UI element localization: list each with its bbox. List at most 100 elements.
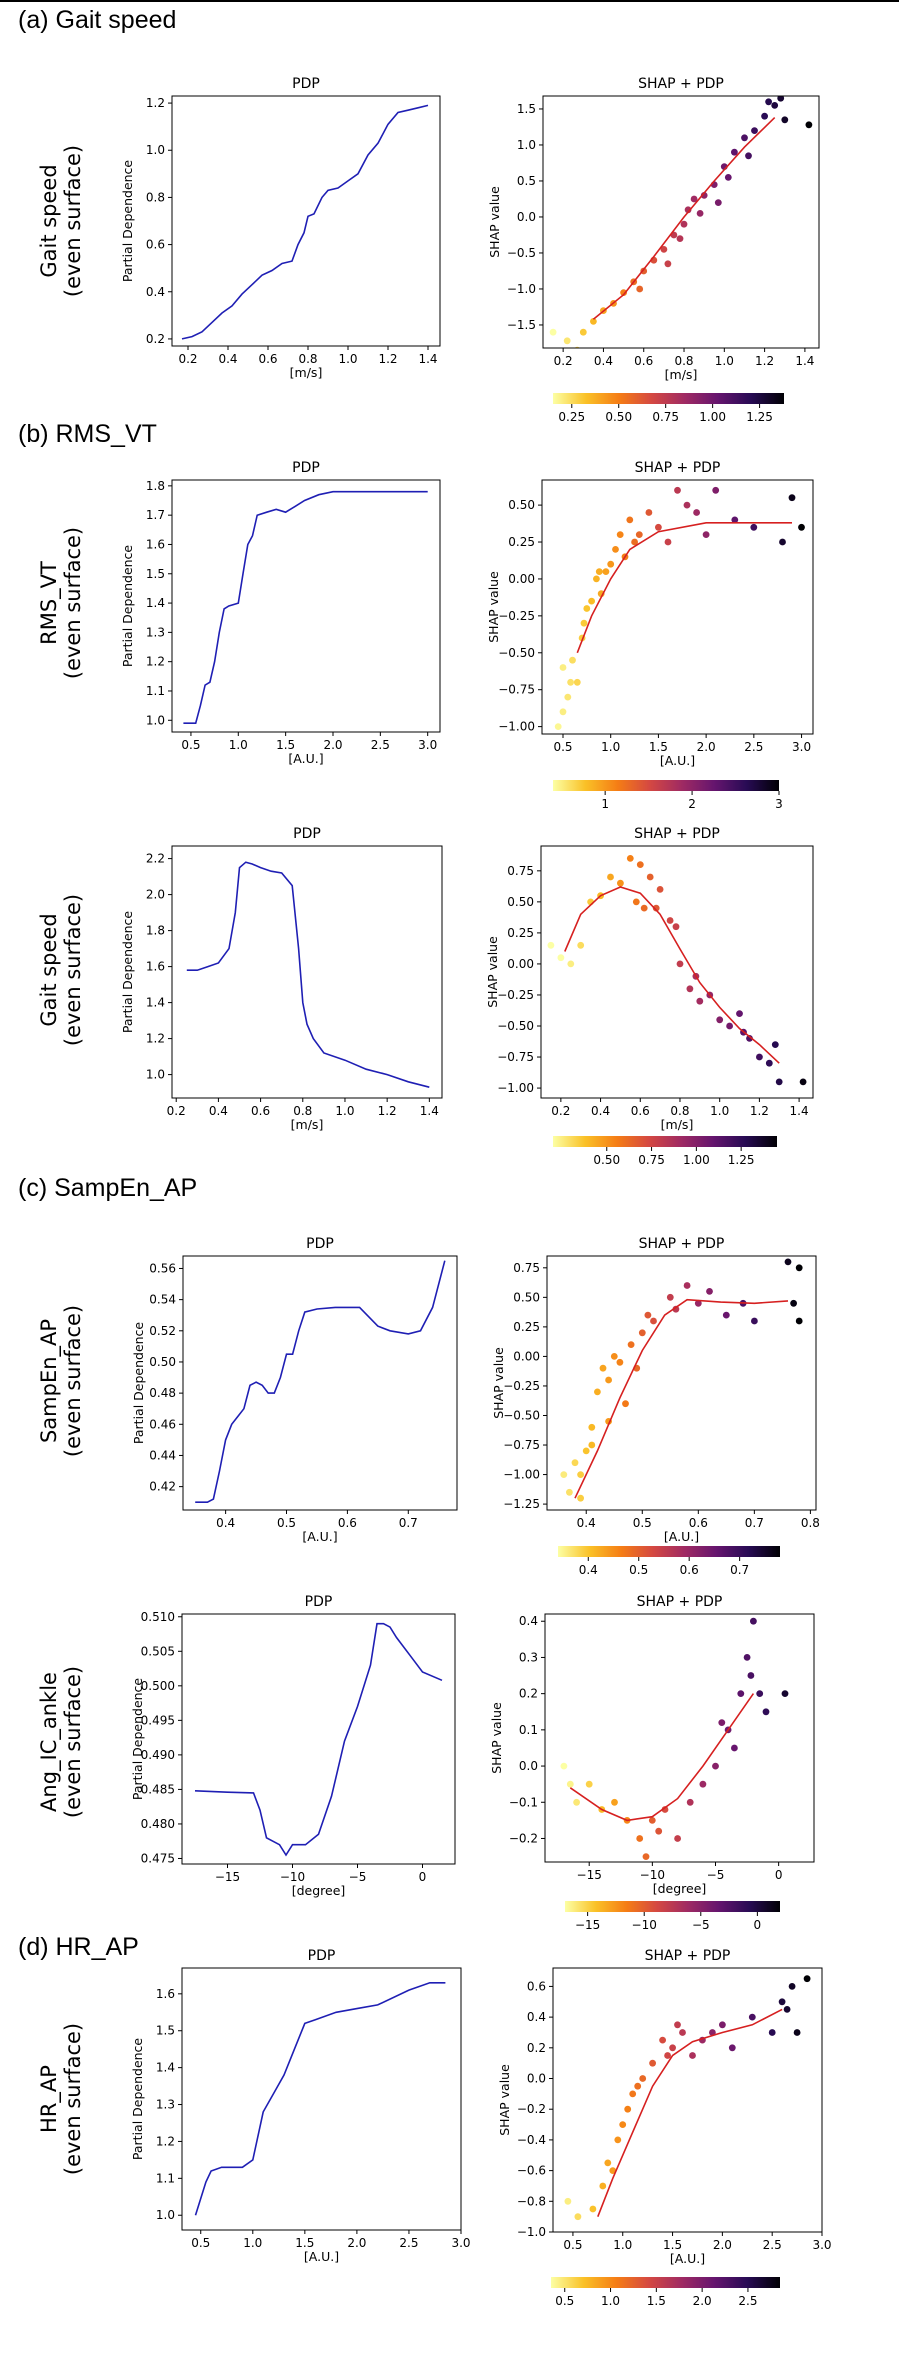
x-tick-label: 0.4 xyxy=(216,1516,235,1530)
shap-point xyxy=(702,531,710,538)
x-axis-label: [degree] xyxy=(292,1883,346,1898)
pdp-fit-line xyxy=(574,1298,789,1499)
colorbar-tick-label: 1.5 xyxy=(647,2294,666,2308)
shap-point xyxy=(588,1423,596,1431)
y-tick-label: 0.480 xyxy=(141,1817,175,1831)
section-b-heading: (b) RMS_VT xyxy=(18,420,157,448)
axes-frame xyxy=(182,1255,458,1511)
colorbar-tick-label: 0.4 xyxy=(579,1563,598,1577)
shap-point xyxy=(604,2159,612,2167)
shap-point xyxy=(566,1780,574,1788)
shap-point xyxy=(793,2029,801,2036)
x-tick-label: 0.8 xyxy=(674,354,693,368)
y-tick-label: −1.0 xyxy=(507,282,536,296)
shap-point xyxy=(607,873,614,881)
x-axis-label: [degree] xyxy=(653,1881,707,1896)
y-tick-label: 0.46 xyxy=(149,1417,176,1431)
x-tick-label: 0.5 xyxy=(633,1516,652,1530)
shap-point xyxy=(775,1078,783,1086)
x-tick-label: −5 xyxy=(349,1870,367,1884)
shap-point xyxy=(712,1762,719,1770)
y-tick-label: 0.1 xyxy=(519,1723,538,1737)
x-axis-label: [A.U.] xyxy=(302,1529,337,1544)
x-tick-label: 0.2 xyxy=(551,1104,570,1118)
y-tick-label: 0.510 xyxy=(141,1610,175,1624)
shap-point xyxy=(790,1299,797,1307)
colorbar-tick-label: 1.25 xyxy=(728,1153,755,1167)
y-tick-label: 1.4 xyxy=(156,2061,175,2075)
colorbar-tick-label: 3 xyxy=(775,797,783,811)
shap-point xyxy=(564,2197,572,2205)
shap-point xyxy=(627,1341,635,1348)
pdp-series-line xyxy=(194,1622,443,1857)
colorbar-tick-label: 0.75 xyxy=(652,410,679,424)
axes-frame xyxy=(540,845,814,1099)
colorbar: 0.50 0.75 1.00 1.25 xyxy=(553,1136,777,1167)
y-tick-label: 1.2 xyxy=(146,655,165,669)
shap-point xyxy=(557,954,565,962)
row-label: Gait speed (even surface) xyxy=(37,145,85,297)
x-axis-label: [m/s] xyxy=(291,1117,324,1132)
colorbar-gradient xyxy=(558,1546,780,1557)
y-tick-label: 0.50 xyxy=(149,1355,176,1369)
row-label-line1: SampEn_AP xyxy=(37,1319,62,1443)
x-axis-label: [m/s] xyxy=(290,365,323,380)
y-tick-label: 0.485 xyxy=(141,1782,175,1796)
axes-frame xyxy=(542,95,820,349)
shap-point xyxy=(605,1376,612,1384)
shap-point xyxy=(795,1317,803,1325)
shap-point xyxy=(672,923,680,931)
section-a-heading: (a) Gait speed xyxy=(18,6,177,34)
y-tick-label: −0.25 xyxy=(503,1379,540,1393)
colorbar-gradient xyxy=(553,393,784,404)
shap-point xyxy=(593,575,600,583)
y-tick-label: 0.00 xyxy=(507,957,534,971)
y-tick-label: −0.75 xyxy=(503,1438,540,1452)
x-tick-label: 1.2 xyxy=(750,1104,769,1118)
y-tick-label: 1.3 xyxy=(156,2098,175,2112)
y-tick-label: 0.44 xyxy=(149,1448,176,1462)
y-tick-label: 0.2 xyxy=(519,1687,538,1701)
y-tick-label: 1.2 xyxy=(146,96,165,110)
shap-point xyxy=(803,1975,811,1983)
plot-area xyxy=(183,490,428,725)
axes-frame xyxy=(171,479,441,733)
colorbar: 0.4 0.5 0.6 0.7 xyxy=(558,1546,780,1577)
shap-point xyxy=(583,605,591,612)
x-tick-label: 0.4 xyxy=(577,1516,596,1530)
y-tick-label: −0.2 xyxy=(509,1831,538,1845)
shap-point xyxy=(762,1708,770,1716)
shap-point xyxy=(571,1459,579,1467)
shap-point xyxy=(590,318,597,325)
shap-point xyxy=(745,152,752,160)
shap-point xyxy=(669,2044,676,2052)
axes-frame xyxy=(181,1967,462,2231)
x-axis-label: [A.U.] xyxy=(670,2251,705,2266)
x-axis-label: [A.U.] xyxy=(664,1529,699,1544)
shap-point xyxy=(674,1835,681,1842)
y-tick-label: −1.0 xyxy=(517,2225,546,2239)
shap-point xyxy=(761,112,768,120)
axes-frame xyxy=(181,1613,456,1865)
shap-point xyxy=(666,917,674,924)
shap-point xyxy=(659,2036,666,2044)
x-tick-label: 0.8 xyxy=(801,1516,820,1530)
x-tick-label: 1.2 xyxy=(378,352,397,366)
shap-point xyxy=(577,941,585,949)
colorbar: 0.5 1.0 1.5 2.0 2.5 xyxy=(551,2277,780,2308)
colorbar-tick-label: 0.5 xyxy=(629,1563,648,1577)
x-tick-label: 1.4 xyxy=(790,1104,809,1118)
y-tick-label: −0.1 xyxy=(509,1795,538,1809)
x-tick-label: 1.0 xyxy=(229,738,248,752)
x-tick-label: 0.5 xyxy=(277,1516,296,1530)
shap-point xyxy=(743,1654,751,1661)
y-tick-label: 0.0 xyxy=(519,1759,538,1773)
x-tick-label: 0.6 xyxy=(689,1516,708,1530)
shap-point xyxy=(611,1798,618,1806)
plot-area xyxy=(194,1622,443,1857)
y-tick-label: 0.50 xyxy=(507,895,534,909)
y-tick-label: 1.7 xyxy=(146,508,165,522)
shap-point xyxy=(696,210,704,217)
shap-point xyxy=(722,1311,730,1319)
chart-title: SHAP + PDP xyxy=(637,1594,723,1610)
